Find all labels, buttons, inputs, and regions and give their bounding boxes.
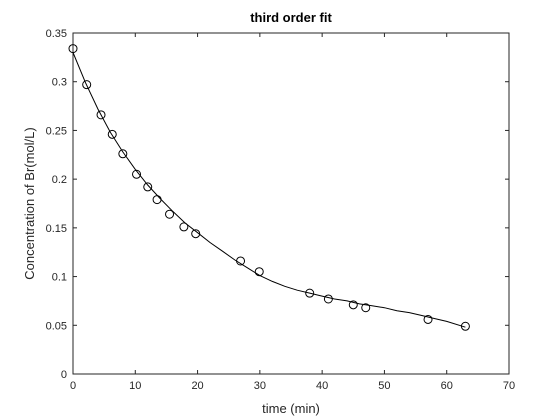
y-tick-label: 0.2: [52, 174, 67, 186]
y-tick-label: 0.05: [46, 320, 67, 332]
data-point: [152, 195, 162, 205]
axes-box: [72, 32, 510, 375]
data-point: [82, 80, 92, 90]
x-tick-label: 0: [70, 380, 76, 392]
y-tick-label: 0.3: [52, 77, 67, 89]
data-points-layer: [68, 44, 470, 331]
x-tick-label: 40: [316, 380, 328, 392]
x-tick-label: 60: [441, 380, 453, 392]
data-point: [68, 44, 78, 54]
data-point: [323, 294, 333, 304]
data-point: [107, 129, 117, 139]
y-axis-label: Concentration of Br(mol/L): [22, 127, 37, 279]
data-point: [460, 321, 470, 331]
data-point: [236, 256, 246, 266]
x-tick-label: 50: [378, 380, 390, 392]
y-tick-label: 0.1: [52, 272, 67, 284]
y-tick-label: 0: [61, 369, 67, 381]
data-point: [118, 149, 128, 159]
y-tick-label: 0.25: [46, 125, 67, 137]
data-point: [305, 288, 315, 298]
data-point: [132, 169, 142, 179]
chart-title: third order fit: [250, 10, 332, 25]
y-tick-label: 0.15: [46, 223, 67, 235]
fit-curve: [72, 52, 466, 328]
data-point: [179, 222, 189, 232]
data-point: [143, 182, 153, 192]
data-point: [361, 303, 371, 313]
x-tick-label: 30: [254, 380, 266, 392]
data-point: [191, 229, 201, 239]
fit-curve-layer: [72, 52, 466, 328]
x-tick-label: 70: [503, 380, 515, 392]
y-tick-label: 0.35: [46, 28, 67, 40]
axis-ticks: 0 10 20 30 40 50 60 70 0 0.05 0.1 0.15 0.2 0.25 0.3 0.3…: [46, 28, 516, 392]
data-point: [423, 314, 433, 324]
data-point: [254, 267, 264, 277]
x-axis-label: time (min): [262, 401, 320, 416]
x-tick-label: 20: [191, 380, 203, 392]
data-point: [165, 209, 175, 219]
data-point: [96, 110, 106, 120]
data-point: [348, 300, 358, 310]
x-tick-label: 10: [129, 380, 141, 392]
